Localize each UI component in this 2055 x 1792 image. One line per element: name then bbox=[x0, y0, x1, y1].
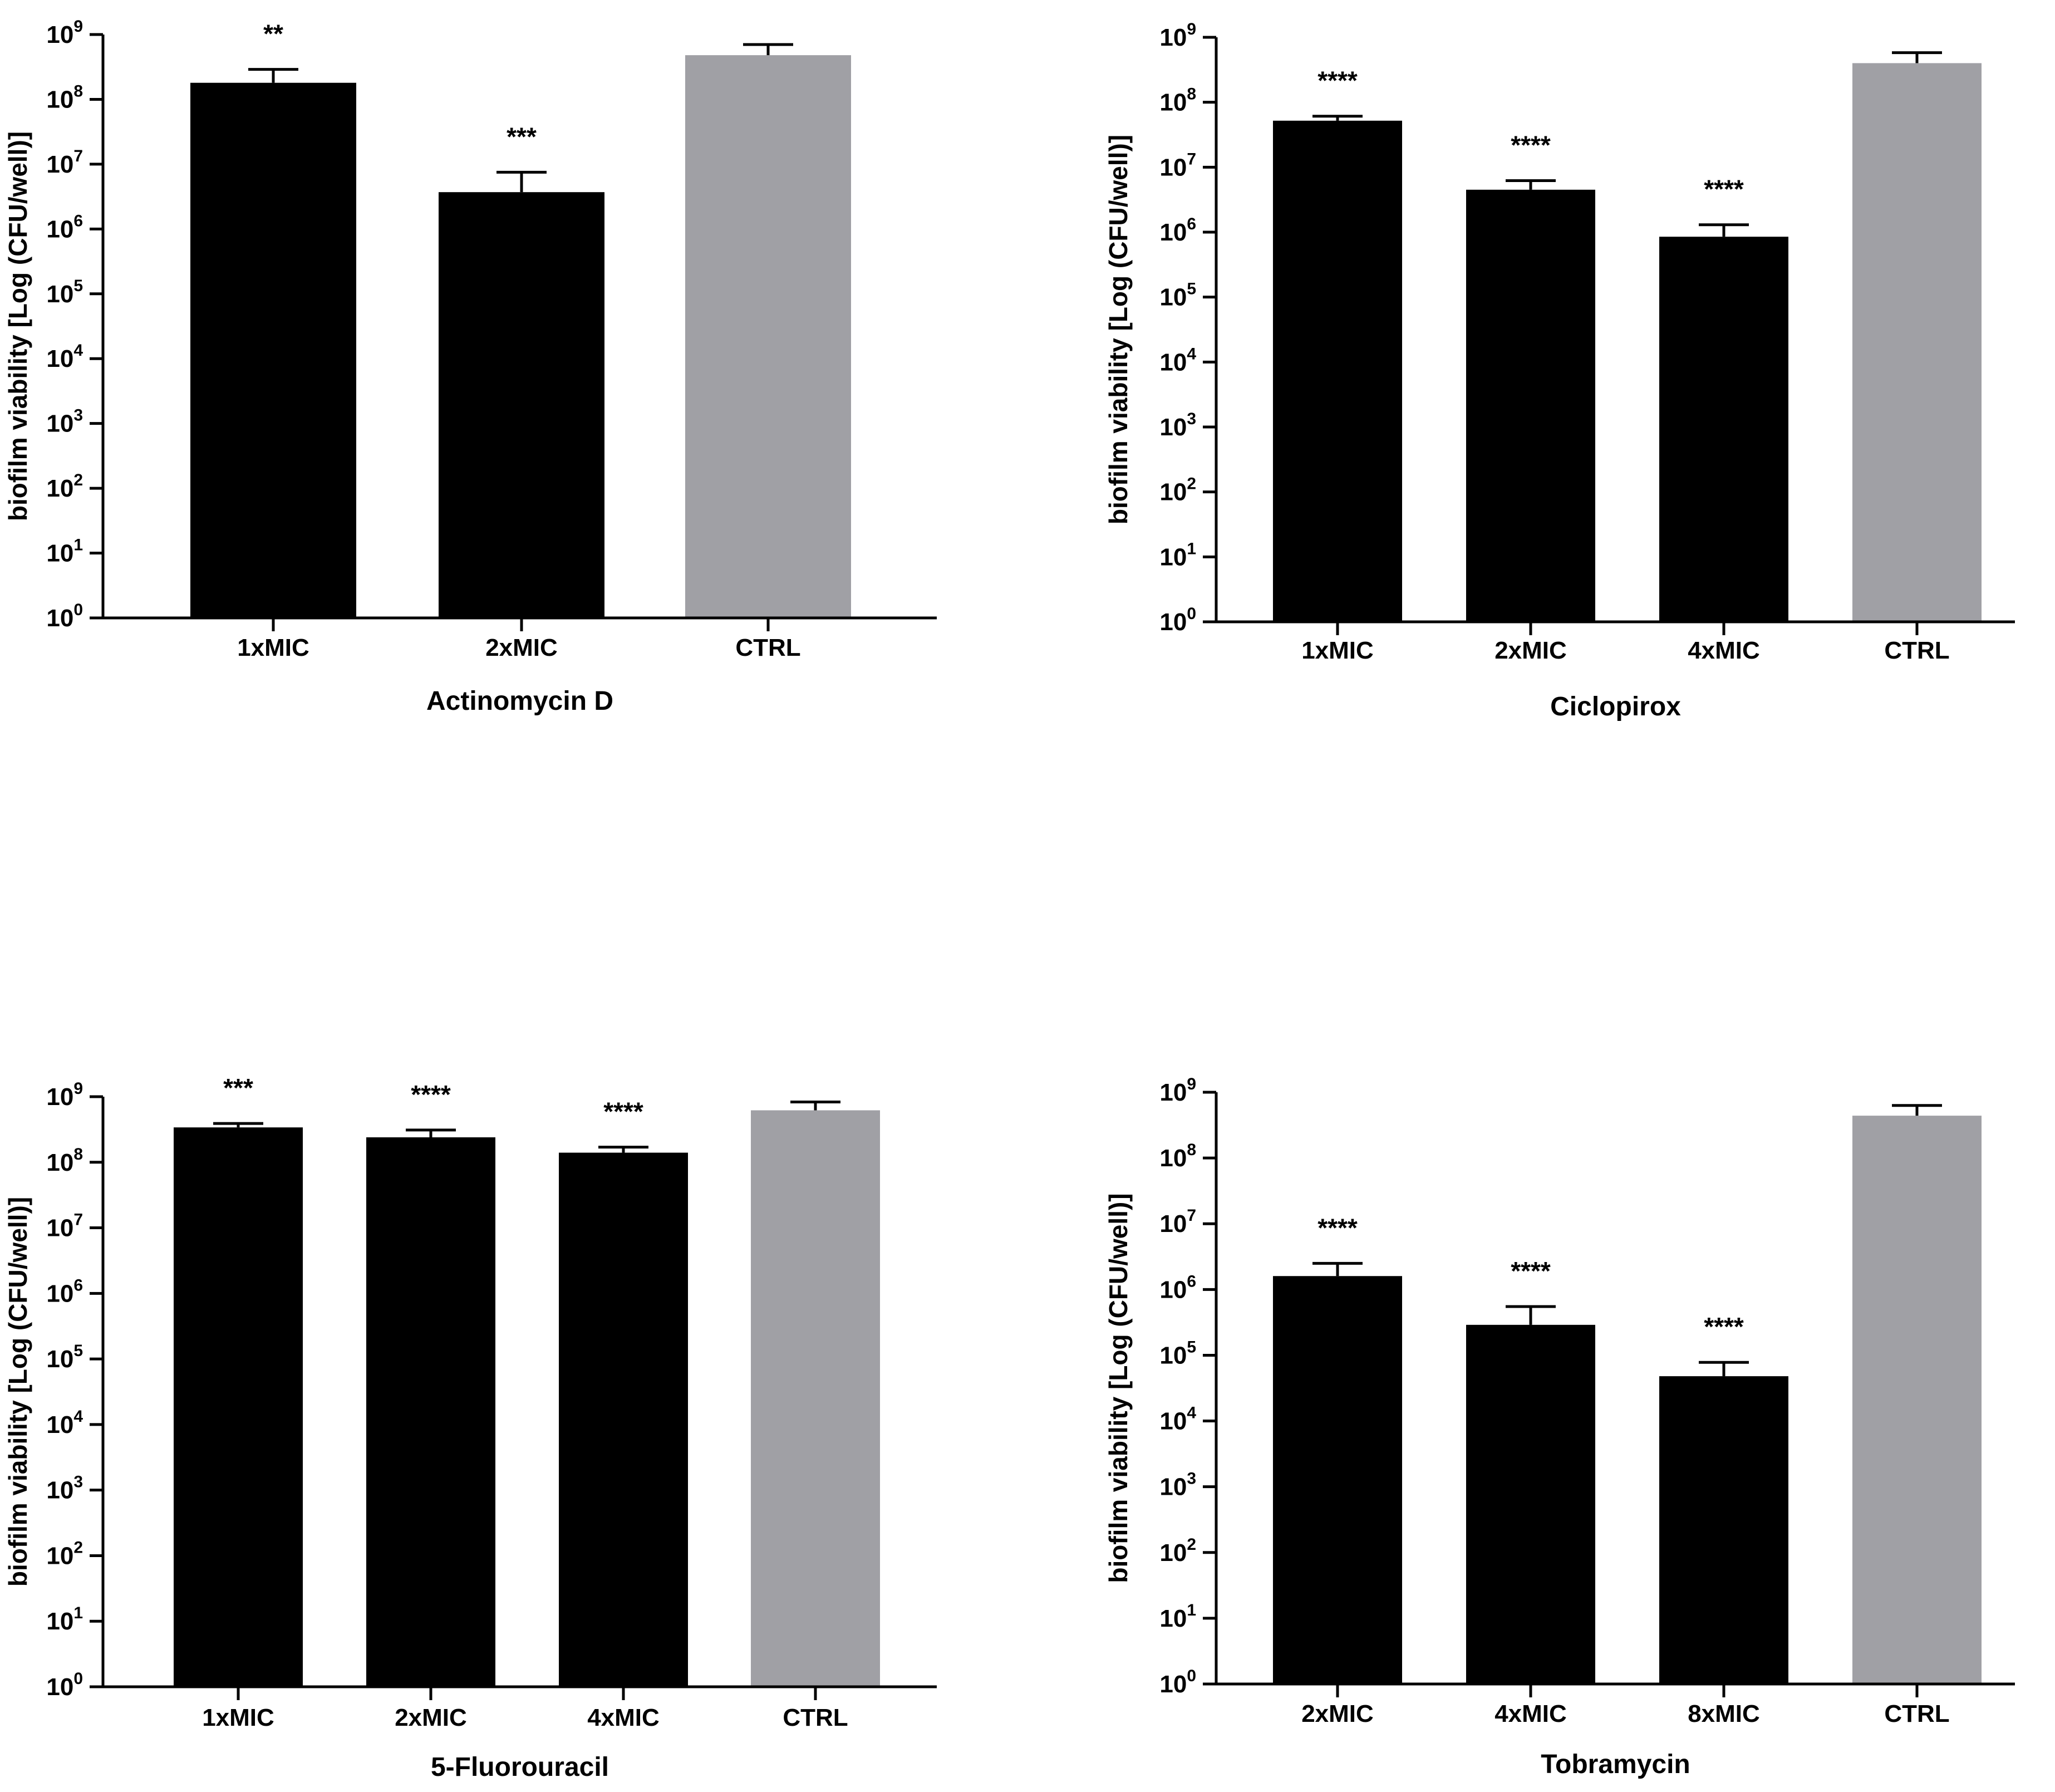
chart-panel-2: **** 1xMIC **** 2xMIC **** 4xMIC CTRL 100 101 102… bbox=[1104, 20, 2015, 721]
y-tick-label: 104 bbox=[1159, 345, 1196, 376]
x-axis-title: 5-Fluorouracil bbox=[431, 1752, 609, 1782]
bar bbox=[190, 82, 356, 618]
y-tick-label: 101 bbox=[46, 536, 83, 567]
bar bbox=[559, 1152, 688, 1687]
x-tick-label: 2xMIC bbox=[485, 634, 558, 661]
x-tick-label: 4xMIC bbox=[1688, 637, 1760, 664]
x-tick-label: 2xMIC bbox=[1301, 1700, 1374, 1727]
y-tick-label: 108 bbox=[46, 82, 83, 113]
x-tick-label: 4xMIC bbox=[1494, 1700, 1567, 1727]
y-tick-label: 108 bbox=[1159, 1141, 1196, 1172]
y-tick-label: 109 bbox=[46, 1079, 83, 1111]
significance-label: *** bbox=[223, 1073, 253, 1102]
y-tick-label: 109 bbox=[1159, 1075, 1196, 1106]
significance-label: **** bbox=[411, 1080, 451, 1109]
y-tick-label: 100 bbox=[1159, 1667, 1196, 1698]
y-tick-label: 106 bbox=[1159, 215, 1196, 246]
significance-label: **** bbox=[603, 1097, 643, 1126]
y-tick-label: 102 bbox=[1159, 1535, 1196, 1567]
y-tick-label: 106 bbox=[46, 1276, 83, 1307]
y-tick-label: 105 bbox=[1159, 1338, 1196, 1369]
y-tick-label: 102 bbox=[1159, 475, 1196, 506]
y-tick-label: 100 bbox=[46, 1670, 83, 1701]
y-tick-label: 103 bbox=[46, 406, 83, 438]
y-tick-label: 105 bbox=[1159, 280, 1196, 311]
x-tick-label: 1xMIC bbox=[1301, 637, 1374, 664]
y-tick-label: 102 bbox=[46, 471, 83, 502]
y-axis-title: biofilm viability [Log (CFU/well)] bbox=[3, 1197, 32, 1587]
x-axis-title: Actinomycin D bbox=[426, 686, 613, 716]
y-axis-title: biofilm viability [Log (CFU/well)] bbox=[3, 131, 32, 521]
bar bbox=[1852, 63, 1982, 622]
bar bbox=[1466, 189, 1595, 622]
y-tick-label: 109 bbox=[46, 17, 83, 48]
bar bbox=[366, 1137, 495, 1687]
bar bbox=[751, 1110, 880, 1687]
x-axis-title: Tobramycin bbox=[1541, 1750, 1690, 1779]
bar bbox=[1273, 120, 1402, 622]
significance-label: **** bbox=[1704, 1312, 1744, 1341]
x-tick-label: 2xMIC bbox=[1494, 637, 1567, 664]
y-tick-label: 101 bbox=[1159, 539, 1196, 571]
y-tick-label: 107 bbox=[46, 1211, 83, 1242]
y-tick-label: 107 bbox=[1159, 150, 1196, 181]
y-tick-label: 107 bbox=[46, 147, 83, 178]
y-tick-label: 104 bbox=[1159, 1404, 1196, 1435]
y-tick-label: 104 bbox=[46, 341, 83, 372]
significance-label: **** bbox=[1317, 66, 1358, 95]
significance-label: ** bbox=[263, 19, 283, 48]
bar bbox=[685, 55, 851, 618]
significance-label: **** bbox=[1511, 131, 1551, 160]
y-tick-label: 105 bbox=[46, 277, 83, 308]
y-axis-title: biofilm viability [Log (CFU/well)] bbox=[1104, 1193, 1133, 1583]
x-tick-label: 1xMIC bbox=[202, 1704, 274, 1731]
chart-panel-4: **** 2xMIC **** 4xMIC **** 8xMIC CTRL 100 101 102… bbox=[1104, 1075, 2015, 1779]
x-tick-label: CTRL bbox=[1884, 637, 1949, 664]
chart-panel-1: ** 1xMIC *** 2xMIC CTRL 100 101 102 103 104 105 106… bbox=[3, 17, 937, 716]
y-tick-label: 101 bbox=[46, 1604, 83, 1635]
y-tick-label: 102 bbox=[46, 1538, 83, 1569]
y-tick-label: 100 bbox=[46, 601, 83, 632]
bar bbox=[1273, 1276, 1402, 1684]
x-tick-label: 1xMIC bbox=[237, 634, 309, 661]
x-tick-label: 4xMIC bbox=[587, 1704, 660, 1731]
significance-label: **** bbox=[1317, 1213, 1358, 1242]
y-tick-label: 105 bbox=[46, 1342, 83, 1373]
y-tick-label: 100 bbox=[1159, 605, 1196, 636]
chart-panel-3: *** 1xMIC **** 2xMIC **** 4xMIC CTRL 100 101 102 1… bbox=[3, 1073, 937, 1782]
bar bbox=[1659, 1376, 1788, 1684]
y-tick-label: 108 bbox=[1159, 85, 1196, 116]
x-tick-label: CTRL bbox=[783, 1704, 848, 1731]
x-tick-label: CTRL bbox=[735, 634, 800, 661]
y-tick-label: 107 bbox=[1159, 1206, 1196, 1238]
bar bbox=[1466, 1324, 1595, 1684]
x-tick-label: CTRL bbox=[1884, 1700, 1949, 1727]
y-tick-label: 104 bbox=[46, 1407, 83, 1438]
y-tick-label: 109 bbox=[1159, 20, 1196, 51]
significance-label: **** bbox=[1511, 1256, 1551, 1285]
x-tick-label: 8xMIC bbox=[1688, 1700, 1760, 1727]
y-tick-label: 103 bbox=[46, 1473, 83, 1504]
y-tick-label: 106 bbox=[46, 212, 83, 243]
y-axis-title: biofilm viability [Log (CFU/well)] bbox=[1104, 135, 1133, 524]
y-tick-label: 101 bbox=[1159, 1601, 1196, 1632]
bar bbox=[1852, 1116, 1982, 1684]
significance-label: *** bbox=[507, 122, 537, 151]
x-tick-label: 2xMIC bbox=[395, 1704, 467, 1731]
significance-label: **** bbox=[1704, 175, 1744, 204]
bar bbox=[439, 192, 604, 618]
y-tick-label: 103 bbox=[1159, 1470, 1196, 1501]
y-tick-label: 108 bbox=[46, 1145, 83, 1176]
y-tick-label: 103 bbox=[1159, 410, 1196, 441]
bar bbox=[1659, 237, 1788, 622]
x-axis-title: Ciclopirox bbox=[1550, 692, 1681, 721]
bar bbox=[174, 1127, 303, 1687]
y-tick-label: 106 bbox=[1159, 1272, 1196, 1303]
